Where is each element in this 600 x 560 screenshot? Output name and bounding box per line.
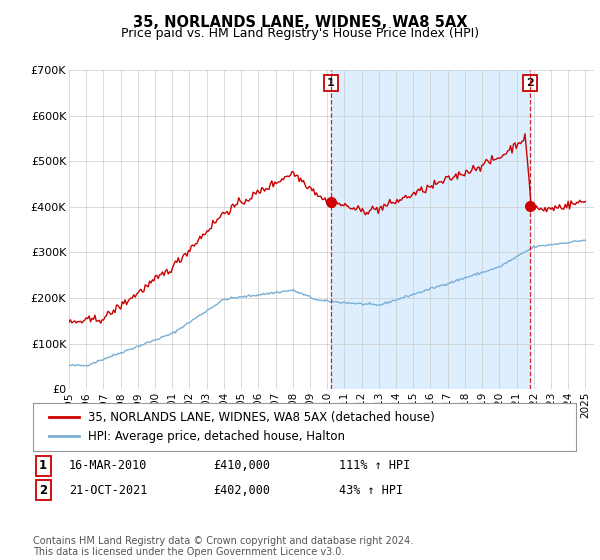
Text: £402,000: £402,000: [213, 483, 270, 497]
Text: 2: 2: [39, 483, 47, 497]
Text: 43% ↑ HPI: 43% ↑ HPI: [339, 483, 403, 497]
Text: 16-MAR-2010: 16-MAR-2010: [69, 459, 148, 473]
Text: 35, NORLANDS LANE, WIDNES, WA8 5AX: 35, NORLANDS LANE, WIDNES, WA8 5AX: [133, 15, 467, 30]
Text: 111% ↑ HPI: 111% ↑ HPI: [339, 459, 410, 473]
Text: £410,000: £410,000: [213, 459, 270, 473]
Bar: [331, 70, 530, 389]
Text: 2: 2: [527, 78, 535, 88]
Text: 1: 1: [39, 459, 47, 473]
Text: 1: 1: [327, 78, 335, 88]
Legend: 35, NORLANDS LANE, WIDNES, WA8 5AX (detached house), HPI: Average price, detache: 35, NORLANDS LANE, WIDNES, WA8 5AX (deta…: [44, 406, 439, 448]
Text: Contains HM Land Registry data © Crown copyright and database right 2024.
This d: Contains HM Land Registry data © Crown c…: [33, 535, 413, 557]
Text: 21-OCT-2021: 21-OCT-2021: [69, 483, 148, 497]
Text: Price paid vs. HM Land Registry's House Price Index (HPI): Price paid vs. HM Land Registry's House …: [121, 27, 479, 40]
